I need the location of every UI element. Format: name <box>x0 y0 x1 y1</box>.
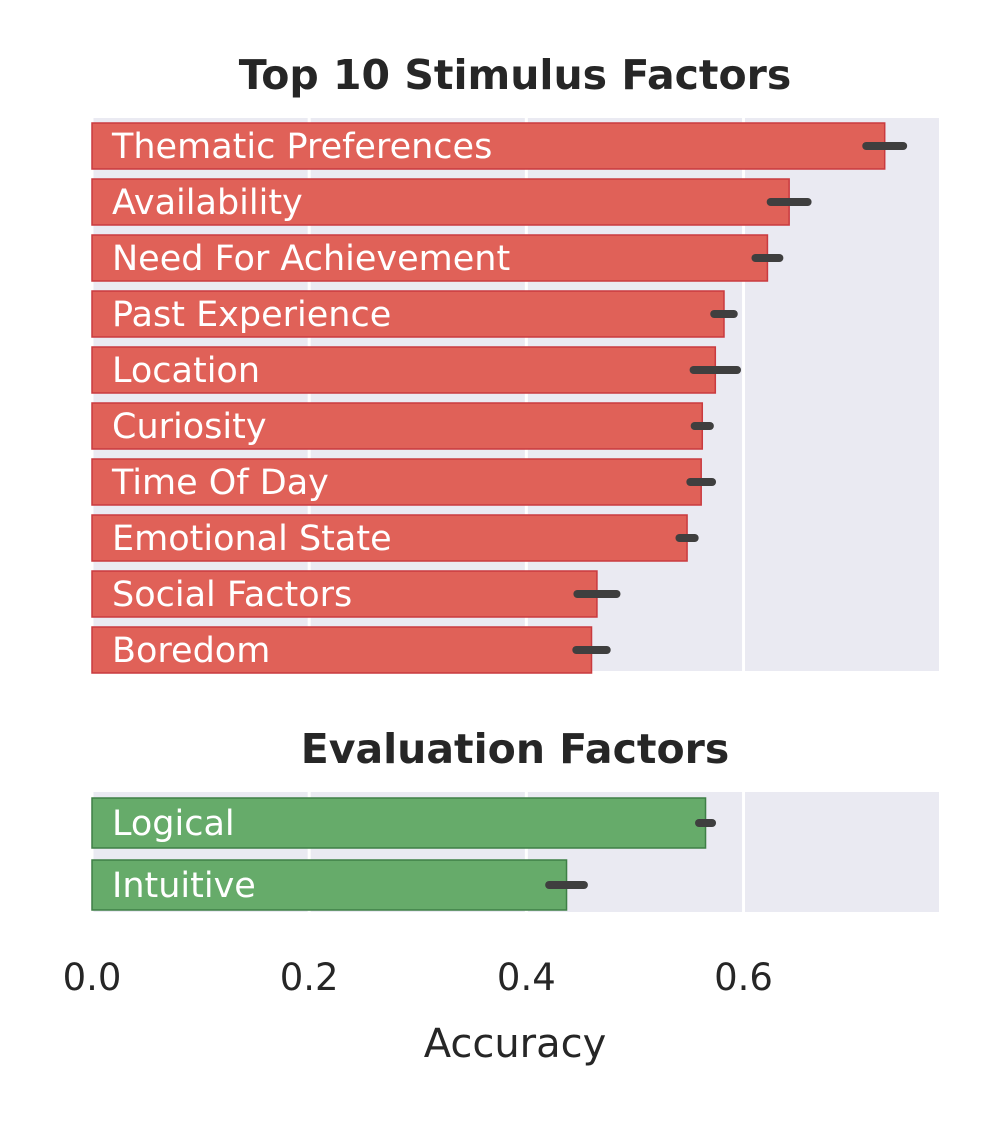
stimulus-plot-area: Thematic Preferences Availability Need For… <box>90 118 939 674</box>
bar-label-evaluation-1: Intuitive <box>112 866 256 906</box>
x-tick-label: 0.6 <box>714 956 773 999</box>
bar-label-stimulus-7: Emotional State <box>112 519 392 559</box>
evaluation-plot-area: Logical Intuitive <box>90 792 939 912</box>
bar-stimulus-0 <box>91 122 886 170</box>
bar-stimulus-6 <box>91 458 702 506</box>
x-tick-label: 0.2 <box>280 956 339 999</box>
bar-label-stimulus-1: Availability <box>112 183 303 223</box>
bar-label-stimulus-6: Time Of Day <box>111 463 329 503</box>
bar-evaluation-0 <box>91 797 707 849</box>
x-axis: 0.0 0.2 0.4 0.6 <box>63 956 773 999</box>
bar-stimulus-1 <box>91 178 790 226</box>
x-tick-label: 0.0 <box>63 956 122 999</box>
bar-stimulus-3 <box>91 290 725 338</box>
x-axis-label: Accuracy <box>424 1021 607 1067</box>
stimulus-panel-title: Top 10 Stimulus Factors <box>239 51 792 99</box>
bar-label-stimulus-4: Location <box>112 351 260 391</box>
bar-label-stimulus-3: Past Experience <box>112 295 391 335</box>
x-tick-label: 0.4 <box>497 956 556 999</box>
bar-stimulus-4 <box>91 346 717 394</box>
bar-stimulus-5 <box>91 402 704 450</box>
bar-stimulus-7 <box>91 514 688 562</box>
bar-label-stimulus-0: Thematic Preferences <box>111 127 492 167</box>
bar-stimulus-9 <box>91 626 593 674</box>
bar-stimulus-8 <box>91 570 598 618</box>
bar-label-stimulus-9: Boredom <box>112 631 270 671</box>
bar-label-stimulus-8: Social Factors <box>112 575 352 615</box>
bar-stimulus-2 <box>91 234 769 282</box>
bar-label-evaluation-0: Logical <box>112 804 235 844</box>
bar-evaluation-1 <box>91 859 568 911</box>
bar-label-stimulus-2: Need For Achievement <box>112 239 510 279</box>
evaluation-panel-title: Evaluation Factors <box>301 725 730 773</box>
bar-label-stimulus-5: Curiosity <box>112 407 267 447</box>
